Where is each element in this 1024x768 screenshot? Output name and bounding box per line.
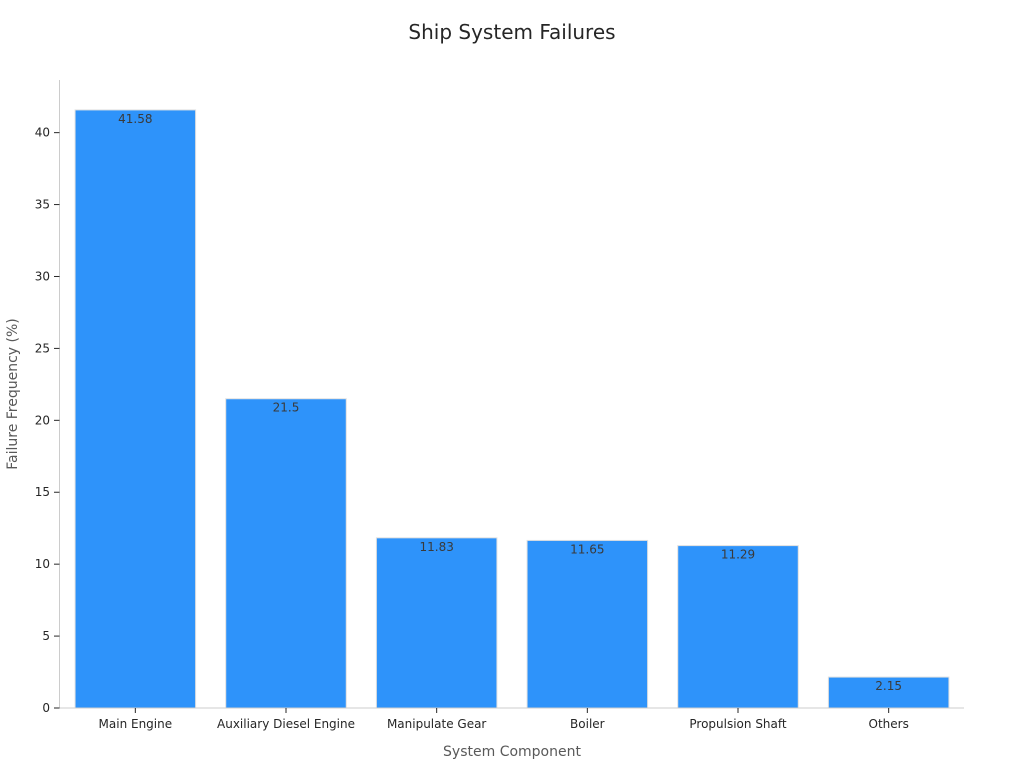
data-label: 41.58: [118, 112, 152, 126]
bar: [827, 676, 950, 709]
data-label: 21.5: [273, 401, 300, 415]
x-axis-title: System Component: [443, 744, 581, 760]
bar: [677, 545, 799, 709]
chart-title: Ship System Failures: [408, 20, 616, 44]
y-tick-label: 25: [35, 341, 50, 355]
y-tick-label: 20: [35, 413, 50, 427]
y-tick-label: 0: [42, 701, 50, 715]
data-label: 2.15: [875, 679, 902, 693]
data-label: 11.65: [570, 542, 604, 556]
y-axis-title: Failure Frequency (%): [5, 318, 21, 470]
y-tick-label: 10: [35, 557, 50, 571]
x-tick-label: Others: [869, 717, 909, 731]
data-label: 11.83: [419, 540, 453, 554]
x-tick-label: Propulsion Shaft: [689, 717, 787, 731]
x-tick-label: Boiler: [570, 717, 605, 731]
bar: [74, 109, 197, 709]
bar: [526, 539, 649, 709]
y-ticks: 0 5 10 15 20 25 30 35 40: [35, 126, 60, 715]
y-tick-label: 35: [35, 198, 50, 212]
data-label: 11.29: [721, 548, 755, 562]
x-tick-label: Manipulate Gear: [387, 717, 486, 731]
x-tick-label: Main Engine: [99, 717, 173, 731]
data-labels: 41.58 21.5 11.83 11.65 11.29 2.15: [118, 112, 902, 693]
axes-layer: [59, 80, 964, 709]
bar: [225, 398, 347, 709]
bars-layer: [74, 109, 950, 709]
y-tick-label: 15: [35, 485, 50, 499]
y-tick-label: 40: [35, 126, 50, 140]
bar: [375, 537, 498, 709]
y-tick-label: 5: [42, 629, 50, 643]
y-tick-label: 30: [35, 269, 50, 283]
x-tick-label: Auxiliary Diesel Engine: [217, 717, 355, 731]
x-ticks: Main Engine Auxiliary Diesel Engine Manipu…: [99, 708, 909, 731]
